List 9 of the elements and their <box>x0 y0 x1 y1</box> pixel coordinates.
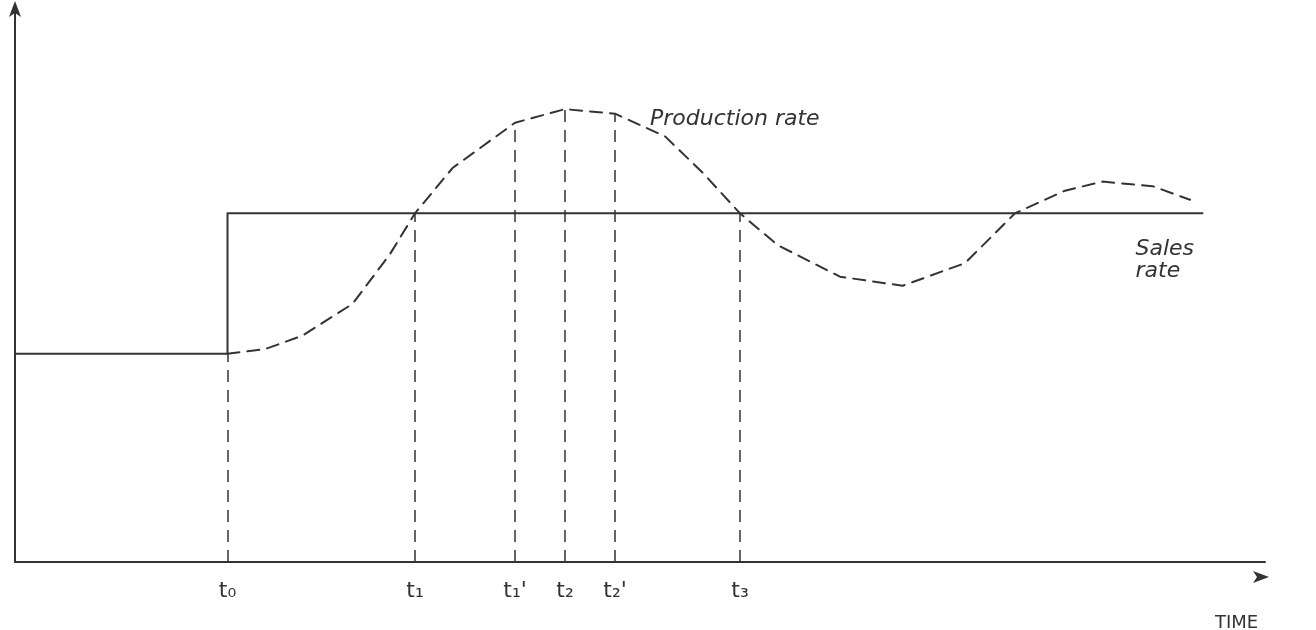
x-tick-label: t₂ <box>556 576 574 602</box>
series-label: Production rate <box>650 104 820 130</box>
x-tick-label: t₁' <box>503 576 527 602</box>
x-axis-title: TIME <box>1214 610 1259 630</box>
x-tick-label: t₁ <box>406 576 424 602</box>
x-tick-label: t₂' <box>603 576 627 602</box>
series-label: Sales rate <box>1135 234 1202 282</box>
x-tick-label: t₀ <box>218 576 237 602</box>
x-tick-label: t₃ <box>731 576 749 602</box>
